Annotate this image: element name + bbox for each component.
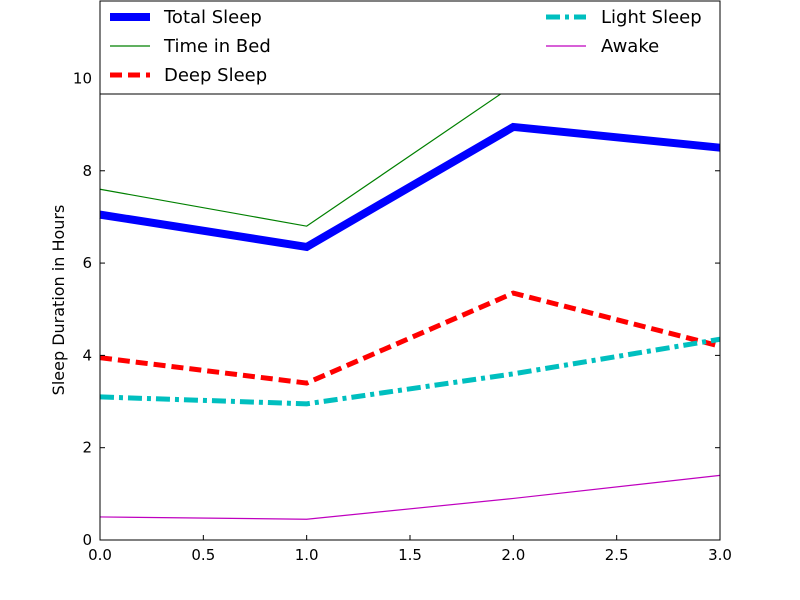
series-line-time-in-bed xyxy=(99,80,721,227)
series-line-total-sleep xyxy=(99,122,721,252)
series-line-light-sleep xyxy=(99,336,721,407)
legend-label-awake: Awake xyxy=(601,36,659,57)
ticks-layer: 0.0 0.5 1.0 1.5 2.0 2.5 3.0 0 2 4 6 8 10 xyxy=(73,60,732,564)
series-line-deep-sleep xyxy=(99,290,721,386)
y-tick-label: 2 xyxy=(82,439,92,457)
legend-label-deep-sleep: Deep Sleep xyxy=(164,65,267,86)
legend-label-light-sleep: Light Sleep xyxy=(601,7,702,28)
x-tick-label: 3.0 xyxy=(708,546,732,564)
legend-label-total-sleep: Total Sleep xyxy=(163,7,262,28)
x-tick-label: 2.0 xyxy=(501,546,525,564)
x-tick-label: 1.0 xyxy=(295,546,319,564)
x-tick-label: 0.0 xyxy=(88,546,112,564)
legend-box xyxy=(99,0,721,95)
x-tick-label: 2.5 xyxy=(605,546,629,564)
x-tick-label: 1.5 xyxy=(398,546,422,564)
y-tick-label: 4 xyxy=(82,346,92,364)
x-tick-label: 0.5 xyxy=(191,546,215,564)
legend-label-time-in-bed: Time in Bed xyxy=(163,36,271,57)
series-layer xyxy=(99,80,721,520)
plot-frame xyxy=(99,59,721,541)
y-tick-label: 0 xyxy=(82,531,92,549)
y-tick-label: 10 xyxy=(73,69,92,87)
y-tick-label: 8 xyxy=(82,162,92,180)
legend: Total Sleep Time in Bed Deep Sleep Light Sl… xyxy=(99,0,721,95)
series-line-awake xyxy=(99,474,721,520)
y-axis-label: Sleep Duration in Hours xyxy=(49,205,68,396)
y-tick-label: 6 xyxy=(82,254,92,272)
